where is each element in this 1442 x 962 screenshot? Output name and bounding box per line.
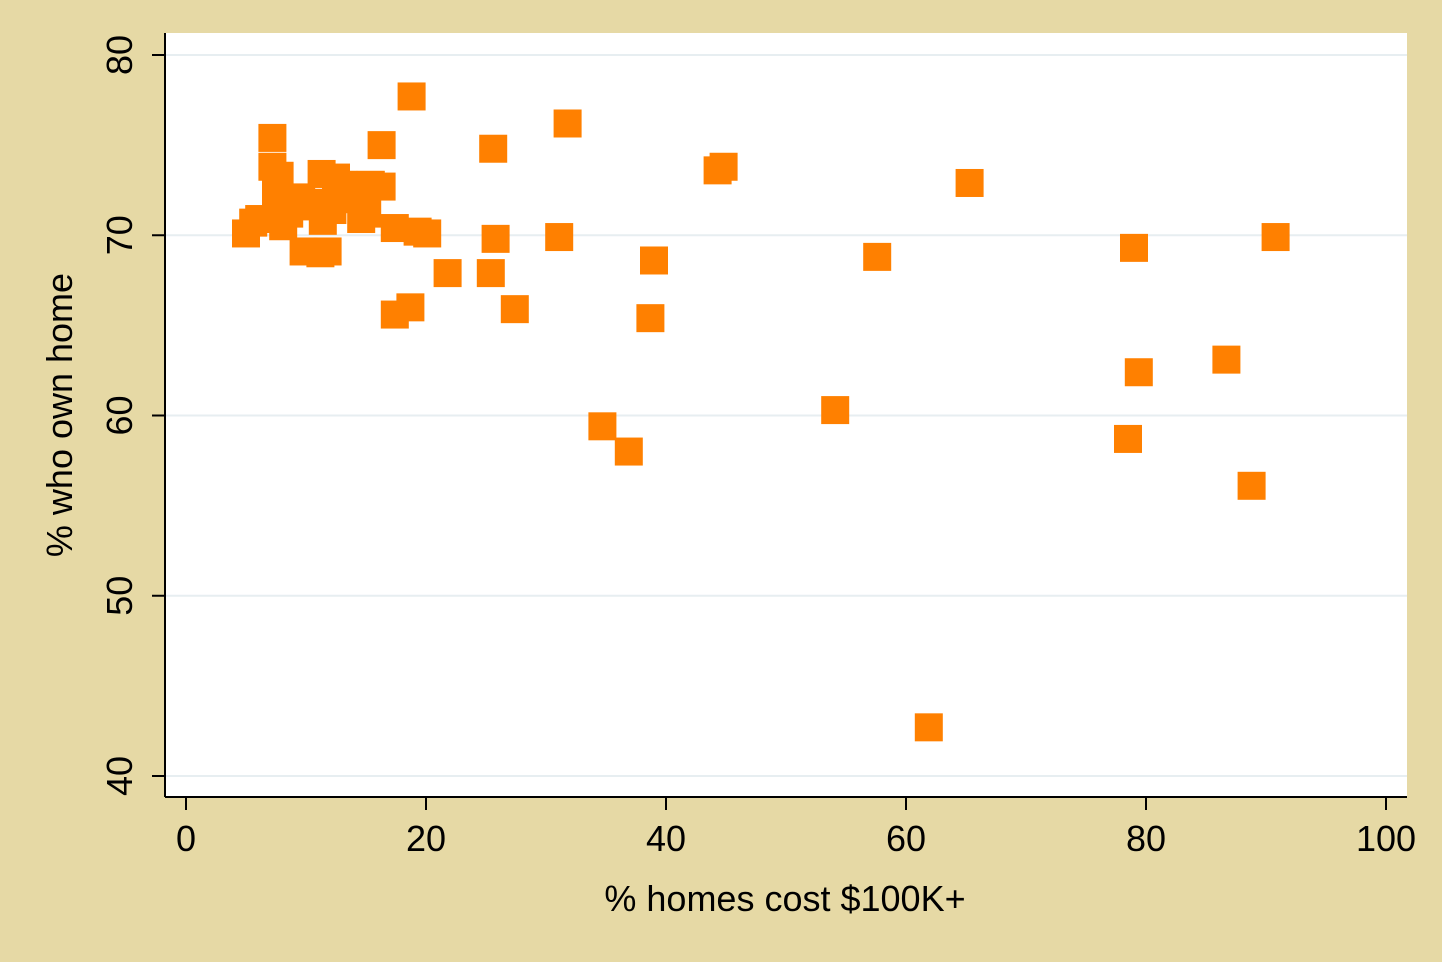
x-tick-label: 20 (406, 818, 446, 859)
data-point (545, 223, 574, 252)
x-tick-label: 80 (1126, 818, 1166, 859)
data-point (1120, 233, 1148, 262)
x-tick-label: 100 (1356, 818, 1416, 859)
data-points (232, 82, 1290, 742)
x-tick-label: 60 (886, 818, 926, 859)
x-tick-label: 0 (176, 818, 196, 859)
data-point (481, 224, 510, 253)
data-point (476, 259, 505, 288)
data-point (636, 304, 665, 333)
data-point (313, 237, 342, 266)
data-point (1114, 424, 1142, 453)
y-tick-label: 70 (99, 215, 140, 255)
y-axis-title: % who own home (39, 273, 80, 557)
data-point (553, 109, 582, 138)
data-point (396, 293, 425, 322)
data-point (413, 219, 442, 248)
data-point (258, 123, 287, 152)
data-point (1261, 223, 1290, 252)
gridlines (166, 54, 1407, 777)
data-point (367, 172, 396, 201)
data-point (1212, 345, 1241, 374)
data-point (914, 713, 943, 742)
data-point (640, 246, 668, 275)
y-tick-label: 60 (99, 395, 140, 435)
data-point (347, 205, 376, 234)
data-point (245, 205, 274, 234)
data-point (1237, 471, 1266, 500)
data-point (433, 259, 462, 288)
data-point (955, 168, 984, 197)
y-tick-label: 50 (99, 576, 140, 616)
data-point (863, 242, 892, 271)
data-point (821, 396, 850, 425)
x-axis-title: % homes cost $100K+ (604, 878, 965, 919)
data-point (588, 412, 617, 441)
data-point (397, 82, 426, 111)
axes: 0 20 40 60 80 100 40 50 60 70 80 (99, 33, 1416, 859)
data-point (500, 295, 529, 324)
data-point (1124, 358, 1153, 387)
data-point (367, 131, 396, 160)
y-tick-label: 80 (99, 35, 140, 75)
y-tick-label: 40 (99, 756, 140, 796)
data-point (479, 134, 508, 163)
x-tick-label: 40 (646, 818, 686, 859)
data-point (709, 152, 738, 181)
data-point (614, 437, 643, 466)
